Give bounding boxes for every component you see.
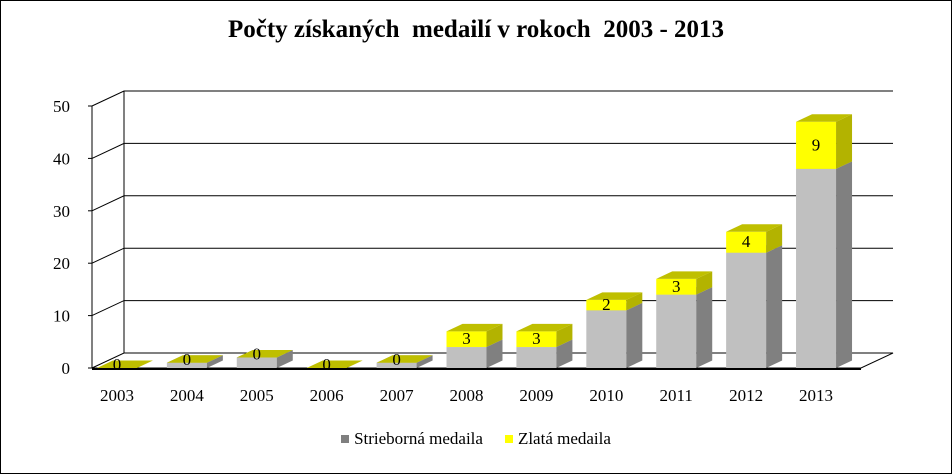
x-tick-label-2009: 2009 <box>519 386 553 405</box>
gridline-20 <box>91 247 893 264</box>
x-tick-label-2013: 2013 <box>799 386 833 405</box>
x-tick-label-2011: 2011 <box>660 386 693 405</box>
silver-bar-2007 <box>376 362 417 368</box>
data-label-gold-2008: 3 <box>462 329 471 348</box>
data-label-gold-2012: 4 <box>742 232 751 251</box>
data-label-gold-2013: 9 <box>812 135 821 154</box>
gold-bar-2005-cap <box>236 350 293 358</box>
bars <box>96 114 853 368</box>
x-tick-label-2012: 2012 <box>729 386 763 405</box>
gold-bar-2008-side <box>486 323 503 348</box>
x-tick-label-2004: 2004 <box>170 386 205 405</box>
gold-bar-2004-cap <box>166 355 223 363</box>
silver-bar-2009 <box>516 347 557 368</box>
legend-label-silver: Strieborná medaila <box>354 429 483 448</box>
data-labels: 0 0 0 0 0 3 3 2 3 4 9 <box>113 135 821 374</box>
legend-swatch-silver <box>341 435 350 443</box>
x-tick-label-2006: 2006 <box>310 386 344 405</box>
y-tick-label: 40 <box>53 149 70 168</box>
gold-bar-2013 <box>796 121 837 169</box>
silver-bar-2004-side <box>206 355 223 368</box>
gold-bar-2012-top <box>726 224 783 232</box>
silver-bar-2010-side <box>626 302 643 368</box>
gold-bar-2010 <box>586 299 627 311</box>
legend-label-gold: Zlatá medaila <box>517 429 611 448</box>
gold-bar-2011 <box>656 278 697 295</box>
y-tick-label: 20 <box>53 254 70 273</box>
x-tick-label-2003: 2003 <box>100 386 134 405</box>
x-tick-label-2007: 2007 <box>380 386 415 405</box>
gridline-30 <box>91 195 893 212</box>
gold-bar-2003-cap <box>96 360 153 368</box>
data-label-gold-2004: 0 <box>183 350 192 369</box>
y-axis-ticks: 0 10 20 30 40 50 <box>53 97 92 378</box>
gold-bar-2012 <box>726 231 767 253</box>
silver-bar-2010 <box>586 310 627 368</box>
gold-bar-2009-side <box>556 323 573 348</box>
silver-bar-2004 <box>166 362 207 368</box>
x-axis-ticks: 2003 2004 2005 2006 2007 2008 2009 2010 2011 2012… <box>100 386 833 405</box>
chart-walls <box>91 91 125 368</box>
gold-bar-2012-side <box>766 224 783 253</box>
data-label-gold-2007: 0 <box>392 350 401 369</box>
silver-bar-2011 <box>656 294 697 368</box>
legend-item-gold: Zlatá medaila <box>504 429 611 449</box>
gold-bar-2008 <box>446 331 487 348</box>
data-label-gold-2003: 0 <box>113 355 122 374</box>
gridline-50 <box>91 90 893 107</box>
gold-bar-2008-top <box>446 323 503 332</box>
gold-bar-2010-top <box>586 292 643 300</box>
silver-bar-2005-side <box>276 350 293 368</box>
data-label-gold-2010: 2 <box>602 295 611 314</box>
gold-bar-2009 <box>516 331 557 348</box>
silver-bar-2012-side <box>766 245 783 368</box>
legend: Strieborná medaila Zlatá medaila <box>0 429 952 449</box>
x-tick-label-2010: 2010 <box>589 386 623 405</box>
silver-bar-2011-side <box>696 287 713 368</box>
gold-bar-2013-side <box>836 114 853 169</box>
silver-bar-2008 <box>446 347 487 368</box>
silver-bar-2007-side <box>416 355 433 368</box>
y-tick-label: 10 <box>53 307 70 326</box>
silver-bar-2013 <box>796 168 837 368</box>
gold-bar-2006-cap <box>306 360 363 368</box>
legend-item-silver: Strieborná medaila <box>341 429 483 449</box>
silver-bar-2012 <box>726 252 767 368</box>
silver-bar-2008-side <box>486 339 503 368</box>
data-label-gold-2006: 0 <box>322 355 331 374</box>
silver-bar-2005 <box>236 357 277 368</box>
y-tick-label: 30 <box>53 202 70 221</box>
y-tick-label: 0 <box>62 359 71 378</box>
gold-bar-2011-top <box>656 271 713 279</box>
floor-front-edge <box>92 368 861 370</box>
y-tick-label: 50 <box>53 97 70 116</box>
chart-title: Počty získaných medailí v rokoch 2003 - … <box>227 16 725 43</box>
data-label-gold-2011: 3 <box>672 277 681 296</box>
gridline-40 <box>91 142 893 159</box>
x-tick-label-2008: 2008 <box>450 386 484 405</box>
gold-bar-2013-top <box>796 114 853 122</box>
gold-bar-2011-side <box>696 271 713 295</box>
x-tick-label-2005: 2005 <box>240 386 274 405</box>
data-label-gold-2005: 0 <box>253 345 262 364</box>
gold-bar-2007-cap <box>376 355 433 363</box>
data-label-gold-2009: 3 <box>532 329 541 348</box>
gold-bar-2009-top <box>516 323 573 332</box>
silver-bar-2009-side <box>556 339 573 368</box>
gold-bar-2010-side <box>626 292 643 311</box>
legend-swatch-gold <box>504 435 513 443</box>
silver-bar-2013-side <box>836 161 853 368</box>
